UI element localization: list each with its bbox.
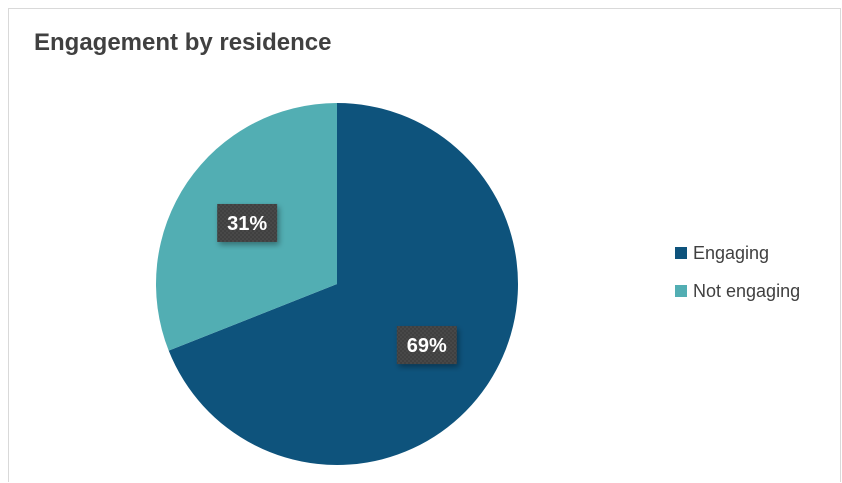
data-label-text-not-engaging: 31%	[227, 213, 267, 235]
legend-item-engaging: Engaging	[675, 240, 800, 266]
legend-label-engaging: Engaging	[693, 242, 770, 263]
legend-label-not-engaging: Not engaging	[693, 280, 801, 301]
legend-swatch-not-engaging	[675, 285, 687, 297]
data-label-not-engaging: 31%	[217, 203, 278, 242]
data-label-text-engaging: 69%	[407, 335, 447, 357]
chart-title: Engagement by residence	[34, 29, 332, 56]
pie-data-labels: 69% 31%	[217, 203, 457, 365]
legend: Engaging Not engaging	[675, 240, 800, 316]
pie-slices	[155, 103, 518, 465]
data-label-engaging: 69%	[396, 326, 457, 365]
legend-swatch-engaging	[675, 247, 687, 259]
data-label-box-not-engaging	[217, 203, 278, 242]
data-label-box-engaging	[396, 326, 457, 365]
legend-item-not-engaging: Not engaging	[675, 278, 800, 304]
pie-slice-engaging	[168, 103, 518, 465]
